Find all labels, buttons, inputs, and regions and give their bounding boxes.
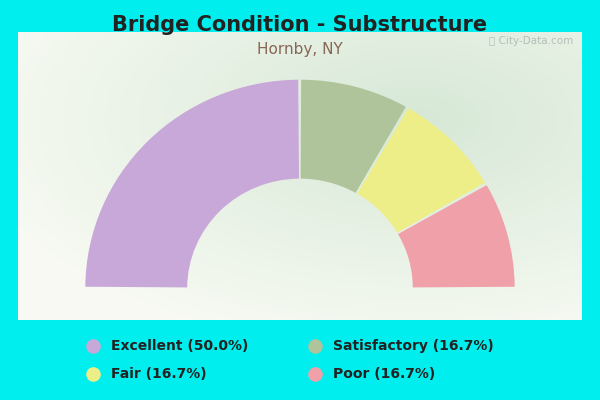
Text: Satisfactory (16.7%): Satisfactory (16.7%)	[333, 339, 494, 353]
Point	[88, 343, 98, 349]
Text: Poor (16.7%): Poor (16.7%)	[333, 367, 435, 381]
Wedge shape	[301, 80, 406, 193]
Point	[310, 371, 320, 377]
Wedge shape	[85, 80, 299, 288]
Point	[88, 371, 98, 377]
Text: Fair (16.7%): Fair (16.7%)	[111, 367, 206, 381]
Wedge shape	[398, 185, 515, 288]
Text: Ⓜ City-Data.com: Ⓜ City-Data.com	[489, 36, 574, 46]
Point	[310, 343, 320, 349]
Text: Excellent (50.0%): Excellent (50.0%)	[111, 339, 248, 353]
Wedge shape	[357, 108, 485, 233]
Text: Bridge Condition - Substructure: Bridge Condition - Substructure	[112, 15, 488, 35]
Text: Hornby, NY: Hornby, NY	[257, 42, 343, 57]
